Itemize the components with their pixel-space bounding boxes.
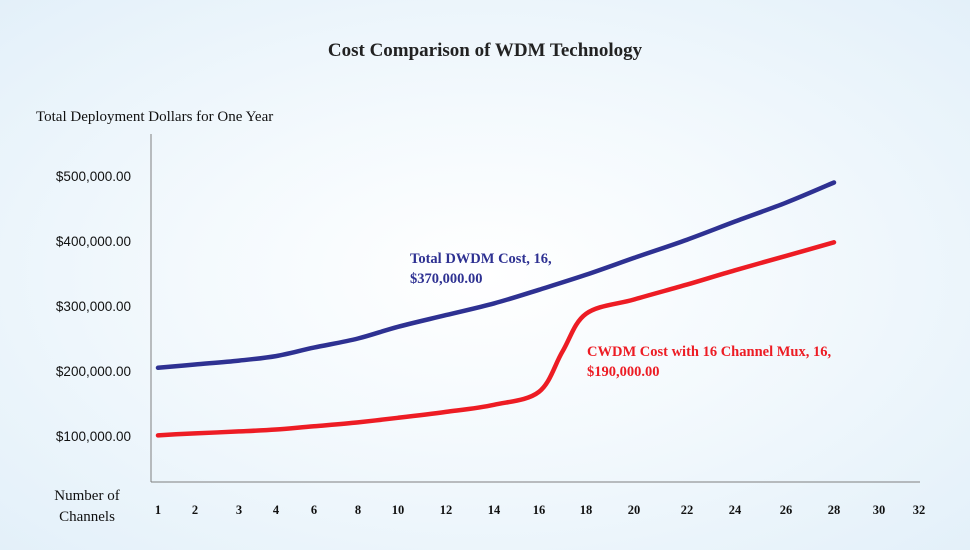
x-tick-label: 8	[355, 503, 361, 517]
x-tick-label: 30	[873, 503, 886, 517]
y-tick-label: $400,000.00	[56, 234, 131, 249]
x-axis-label-line-2: Channels	[59, 509, 115, 525]
cwdm-series-line	[155, 240, 837, 438]
annotation-layer: Total DWDM Cost, 16, $370,000.00 CWDM Cost…	[410, 251, 831, 380]
x-axis-label-line-1: Number of	[54, 488, 119, 504]
x-tick-label: 1	[155, 503, 161, 517]
x-tick-label: 28	[828, 503, 841, 517]
dwdm-data-label: Total DWDM Cost, 16,	[410, 251, 552, 267]
x-tick-label: 16	[533, 503, 546, 517]
dwdm-data-label: $370,000.00	[410, 271, 483, 287]
x-tick-label: 22	[681, 503, 694, 517]
y-tick-label: $100,000.00	[56, 429, 131, 444]
x-tick-label: 20	[628, 503, 641, 517]
cwdm-data-label: $190,000.00	[587, 364, 660, 380]
x-tick-label: 12	[440, 503, 453, 517]
x-tick-label: 6	[311, 503, 317, 517]
series-layer	[155, 180, 837, 438]
y-tick-label: $200,000.00	[56, 364, 131, 379]
y-axis-label: Total Deployment Dollars for One Year	[36, 109, 273, 125]
dwdm-series-line	[155, 180, 837, 371]
cwdm-data-label: CWDM Cost with 16 Channel Mux, 16,	[587, 344, 831, 360]
x-tick-label: 10	[392, 503, 405, 517]
x-tick-label: 2	[192, 503, 198, 517]
y-tick-label: $500,000.00	[56, 169, 131, 184]
chart-title: Cost Comparison of WDM Technology	[328, 40, 643, 61]
x-tick-label: 24	[729, 503, 742, 517]
x-tick-label: 26	[780, 503, 793, 517]
x-tick-label: 18	[580, 503, 593, 517]
x-tick-label: 32	[913, 503, 926, 517]
y-tick-label: $300,000.00	[56, 299, 131, 314]
x-tick-label: 14	[488, 503, 501, 517]
x-tick-label: 4	[273, 503, 280, 517]
x-tick-label: 3	[236, 503, 242, 517]
y-tick-labels: $100,000.00 $200,000.00 $300,000.00 $400,00…	[56, 169, 131, 444]
x-tick-labels: 1 2 3 4 6 8 10 12 14 16 18 20 22 24 26 28 30 32	[155, 503, 925, 517]
